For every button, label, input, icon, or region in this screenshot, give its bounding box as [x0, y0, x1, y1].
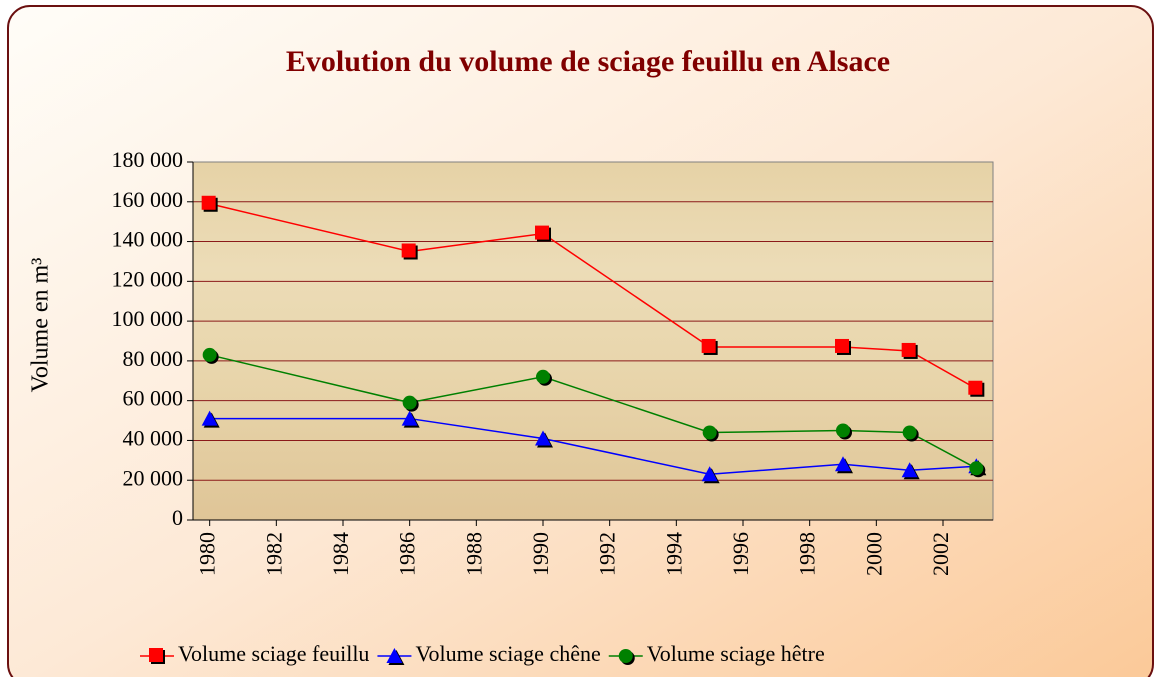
data-point [969, 461, 983, 475]
x-tick-label: 1984 [328, 532, 353, 576]
data-point [703, 425, 717, 439]
x-tick-label: 2002 [928, 532, 953, 576]
y-tick-label: 100 000 [112, 306, 184, 331]
data-point [203, 348, 217, 362]
data-point [836, 424, 850, 438]
y-tick-label: 180 000 [112, 147, 184, 172]
page: Evolution du volume de sciage feuillu en… [0, 0, 1159, 677]
x-tick-label: 1988 [461, 532, 486, 576]
x-tick-label: 1996 [728, 532, 753, 576]
chart: Evolution du volume de sciage feuillu en… [0, 0, 1159, 677]
x-tick-label: 1986 [395, 532, 420, 576]
legend-label: Volume sciage feuillu [178, 641, 369, 666]
y-tick-label: 0 [172, 505, 183, 530]
chart-title: Evolution du volume de sciage feuillu en… [286, 45, 890, 78]
data-point [402, 244, 416, 258]
y-tick-label: 60 000 [123, 386, 184, 411]
y-axis-label: Volume en m³ [28, 258, 54, 393]
x-tick-label: 1980 [195, 532, 220, 576]
legend-label: Volume sciage hêtre [647, 641, 825, 666]
x-tick-label: 2000 [861, 532, 886, 576]
data-point [536, 370, 550, 384]
data-point [902, 343, 916, 357]
data-point [968, 381, 982, 395]
y-tick-label: 120 000 [112, 266, 184, 291]
x-tick-label: 1998 [795, 532, 820, 576]
data-point [903, 425, 917, 439]
y-tick-label: 140 000 [112, 227, 184, 252]
y-tick-label: 40 000 [123, 425, 184, 450]
data-point [202, 196, 216, 210]
y-tick-label: 80 000 [123, 346, 184, 371]
x-tick-label: 1990 [528, 532, 553, 576]
data-point [403, 396, 417, 410]
data-point [835, 339, 849, 353]
x-tick-label: 1994 [661, 532, 686, 576]
legend-marker [619, 649, 633, 663]
x-tick-label: 1982 [261, 532, 286, 576]
legend-label: Volume sciage chêne [415, 641, 600, 666]
legend-marker [149, 648, 163, 662]
y-tick-label: 160 000 [112, 187, 184, 212]
data-point [702, 339, 716, 353]
x-tick-label: 1992 [595, 532, 620, 576]
data-point [535, 226, 549, 240]
y-tick-label: 20 000 [123, 465, 184, 490]
